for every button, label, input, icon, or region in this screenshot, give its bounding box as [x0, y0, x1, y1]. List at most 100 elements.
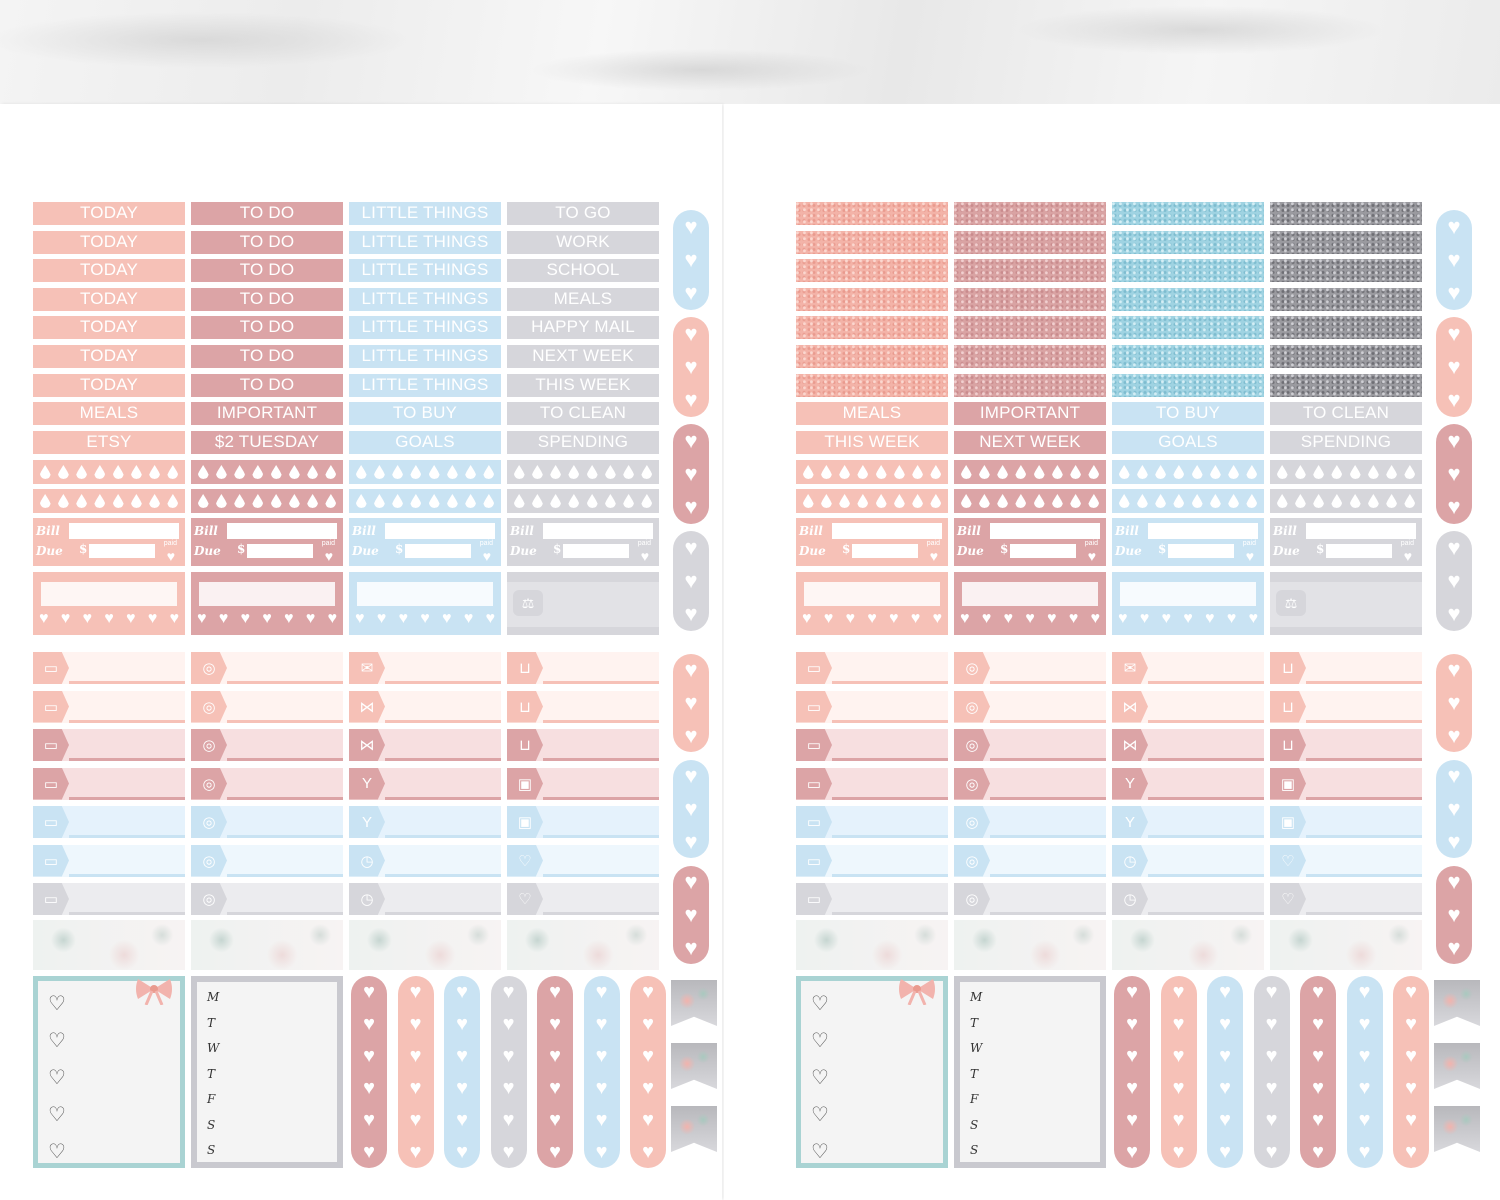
right-glitter-strip[interactable]	[1112, 259, 1264, 283]
bill-name-box[interactable]	[227, 523, 337, 539]
left-label-4-2[interactable]: WORK	[507, 230, 659, 254]
left-icon-row[interactable]: Y	[349, 806, 501, 838]
left-icon-row[interactable]: ⊔	[507, 690, 659, 723]
left-note-box[interactable]: ⚖	[507, 572, 659, 635]
left-label-4-8[interactable]: TO CLEAN	[507, 402, 659, 426]
right-glitter-strip[interactable]	[954, 202, 1106, 225]
left-icon-row[interactable]: Y	[349, 767, 501, 800]
right-glitter-strip[interactable]	[1270, 373, 1422, 397]
bill-name-box[interactable]	[1148, 523, 1258, 539]
right-glitter-strip[interactable]	[954, 316, 1106, 340]
right-label-2-8[interactable]: IMPORTANT	[954, 402, 1106, 426]
right-icon-row[interactable]: ▭	[796, 883, 948, 915]
right-icon-row[interactable]: ◷	[1112, 883, 1264, 915]
left-icon-row[interactable]: ◎	[191, 690, 343, 723]
right-icon-row[interactable]: ◎	[954, 767, 1106, 800]
right-icon-row[interactable]: ⊔	[1270, 652, 1422, 684]
right-note-box[interactable]: ⚖	[1270, 572, 1422, 635]
right-side-heart-strip[interactable]: ♥ ♥ ♥	[1436, 654, 1472, 752]
right-icon-row[interactable]: ◷	[1112, 844, 1264, 877]
right-bill-due[interactable]: Bill Due $ paid ♥	[1112, 518, 1264, 566]
right-glitter-strip[interactable]	[796, 316, 948, 340]
right-glitter-strip[interactable]	[796, 373, 948, 397]
right-icon-row[interactable]: ◎	[954, 652, 1106, 684]
left-heart-strip[interactable]: ♥ ♥ ♥ ♥ ♥ ♥	[351, 976, 387, 1168]
right-water-tracker[interactable]	[796, 489, 948, 513]
left-label-4-6[interactable]: NEXT WEEK	[507, 345, 659, 368]
heart-checkbox-icon[interactable]: ♡	[811, 1030, 829, 1052]
left-label-1-7[interactable]: TODAY	[33, 373, 185, 397]
left-icon-row[interactable]: ♡	[507, 883, 659, 915]
right-side-heart-strip[interactable]: ♥ ♥ ♥	[1436, 760, 1472, 858]
left-label-4-7[interactable]: THIS WEEK	[507, 373, 659, 397]
right-icon-row[interactable]: Y	[1112, 806, 1264, 838]
left-label-2-5[interactable]: TO DO	[191, 316, 343, 340]
left-bill-due[interactable]: Bill Due $ paid ♥	[349, 518, 501, 566]
right-note-box[interactable]: ♥ ♥ ♥ ♥ ♥ ♥ ♥	[796, 572, 948, 635]
left-heart-strip[interactable]: ♥ ♥ ♥ ♥ ♥ ♥	[490, 976, 527, 1168]
right-label-4-9[interactable]: SPENDING	[1270, 430, 1422, 454]
right-side-heart-strip[interactable]: ♥ ♥ ♥	[1436, 424, 1472, 524]
right-icon-row[interactable]: ♡	[1270, 883, 1422, 915]
right-floral-strip[interactable]	[1112, 920, 1264, 970]
amount-box[interactable]	[405, 544, 471, 558]
right-icon-row[interactable]: ▭	[796, 690, 948, 723]
left-icon-row[interactable]: ⋈	[349, 729, 501, 761]
heart-checkbox-icon[interactable]: ♡	[48, 1030, 66, 1052]
left-water-tracker[interactable]	[191, 489, 343, 513]
right-glitter-strip[interactable]	[1270, 259, 1422, 283]
left-label-3-8[interactable]: TO BUY	[349, 402, 501, 426]
right-glitter-strip[interactable]	[1270, 230, 1422, 254]
right-glitter-strip[interactable]	[1112, 373, 1264, 397]
left-label-2-9[interactable]: $2 TUESDAY	[191, 430, 343, 454]
left-icon-row[interactable]: ⊔	[507, 729, 659, 761]
left-heart-strip[interactable]: ♥ ♥ ♥ ♥ ♥ ♥	[397, 976, 434, 1168]
right-icon-row[interactable]: ▭	[796, 806, 948, 838]
left-heart-strip[interactable]: ♥ ♥ ♥ ♥ ♥ ♥	[583, 976, 620, 1168]
bill-name-box[interactable]	[1306, 523, 1416, 539]
left-side-heart-strip[interactable]: ♥ ♥ ♥	[673, 866, 709, 964]
heart-checkbox-icon[interactable]: ♡	[811, 993, 829, 1015]
right-bill-due[interactable]: Bill Due $ paid ♥	[1270, 518, 1422, 566]
left-icon-row[interactable]: ▭	[33, 690, 185, 723]
right-water-tracker[interactable]	[954, 489, 1106, 513]
right-icon-row[interactable]: ▭	[796, 767, 948, 800]
left-label-2-4[interactable]: TO DO	[191, 287, 343, 311]
left-label-2-2[interactable]: TO DO	[191, 230, 343, 254]
bill-name-box[interactable]	[69, 523, 179, 539]
right-floral-strip[interactable]	[954, 920, 1106, 970]
left-floral-strip[interactable]	[191, 920, 343, 970]
left-label-1-5[interactable]: TODAY	[33, 316, 185, 340]
right-water-tracker[interactable]	[1112, 460, 1264, 484]
bill-name-box[interactable]	[832, 523, 942, 539]
right-heart-strip[interactable]: ♥ ♥ ♥ ♥ ♥ ♥	[1393, 976, 1429, 1168]
heart-checkbox-icon[interactable]: ♡	[48, 1067, 66, 1089]
left-side-heart-strip[interactable]: ♥ ♥ ♥	[673, 531, 709, 631]
right-icon-row[interactable]: ◎	[954, 883, 1106, 915]
left-label-1-9[interactable]: ETSY	[33, 430, 185, 454]
bill-name-box[interactable]	[990, 523, 1100, 539]
left-side-heart-strip[interactable]: ♥ ♥ ♥	[673, 424, 709, 524]
left-note-box[interactable]: ♥ ♥ ♥ ♥ ♥ ♥ ♥	[191, 572, 343, 635]
heart-checkbox-icon[interactable]: ♡	[811, 1067, 829, 1089]
left-label-4-4[interactable]: MEALS	[507, 287, 659, 311]
left-icon-row[interactable]: ▭	[33, 883, 185, 915]
left-icon-row[interactable]: ▣	[507, 767, 659, 800]
left-floral-strip[interactable]	[349, 920, 501, 970]
right-water-tracker[interactable]	[1112, 489, 1264, 513]
right-glitter-strip[interactable]	[796, 345, 948, 368]
left-bill-due[interactable]: Bill Due $ paid ♥	[507, 518, 659, 566]
right-side-heart-strip[interactable]: ♥ ♥ ♥	[1436, 210, 1472, 310]
right-glitter-strip[interactable]	[1112, 345, 1264, 368]
left-icon-row[interactable]: ◷	[349, 844, 501, 877]
left-icon-row[interactable]: ▭	[33, 844, 185, 877]
right-icon-row[interactable]: ♡	[1270, 844, 1422, 877]
right-glitter-strip[interactable]	[1270, 287, 1422, 311]
right-water-tracker[interactable]	[1270, 489, 1422, 513]
left-label-2-6[interactable]: TO DO	[191, 345, 343, 368]
right-heart-strip[interactable]: ♥ ♥ ♥ ♥ ♥ ♥	[1114, 976, 1150, 1168]
right-heart-strip[interactable]: ♥ ♥ ♥ ♥ ♥ ♥	[1160, 976, 1197, 1168]
right-icon-row[interactable]: ◎	[954, 806, 1106, 838]
left-side-heart-strip[interactable]: ♥ ♥ ♥	[673, 654, 709, 752]
